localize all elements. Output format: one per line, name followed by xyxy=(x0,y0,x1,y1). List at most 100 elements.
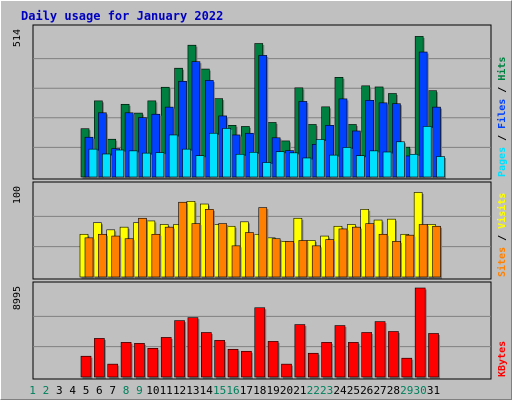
day-label-27: 27 xyxy=(373,384,386,397)
bar-sites-day-17 xyxy=(245,232,254,278)
bar-sites-day-30 xyxy=(418,224,428,278)
bar-sites-day-10 xyxy=(151,233,161,278)
bar-sites-day-20 xyxy=(285,241,294,278)
bar-kbytes-day-13 xyxy=(187,317,199,378)
bar-pages-day-12 xyxy=(182,148,191,178)
bar-sites-day-18 xyxy=(258,207,268,278)
bar-pages-day-31 xyxy=(436,156,445,178)
day-label-21: 21 xyxy=(293,384,306,397)
bar-pages-day-17 xyxy=(249,151,258,178)
bar-kbytes-day-21 xyxy=(294,324,306,378)
day-label-19: 19 xyxy=(267,384,280,397)
bar-sites-day-26 xyxy=(365,223,375,278)
bar-pages-day-24 xyxy=(342,147,352,178)
bar-kbytes-day-29 xyxy=(401,357,413,378)
bar-sites-day-19 xyxy=(271,238,281,278)
bar-kbytes-day-12 xyxy=(174,320,185,378)
day-label-18: 18 xyxy=(253,384,266,397)
bar-sites-day-5 xyxy=(84,237,94,278)
bar-kbytes-day-19 xyxy=(267,341,279,378)
day-label-10: 10 xyxy=(146,384,159,397)
bar-pages-day-27 xyxy=(382,151,392,178)
day-label-1: 1 xyxy=(29,384,36,397)
bar-pages-day-15 xyxy=(222,128,231,178)
bar-sites-day-22 xyxy=(311,245,321,278)
bar-sites-day-15 xyxy=(218,223,227,278)
legend-entry: Visits xyxy=(496,193,508,229)
bar-sites-day-11 xyxy=(164,226,174,278)
bar-sites-day-12 xyxy=(178,201,187,278)
bar-pages-day-13 xyxy=(195,155,205,178)
legend-entry: / xyxy=(497,81,508,99)
bar-kbytes-day-18 xyxy=(254,307,266,378)
bar-pages-day-10 xyxy=(155,152,165,178)
legend-entry: Sites xyxy=(496,247,508,277)
bar-pages-day-20 xyxy=(289,152,298,178)
legend-entry: Files xyxy=(496,99,508,129)
bar-kbytes-day-28 xyxy=(388,331,399,378)
bar-sites-day-13 xyxy=(191,223,201,278)
bar-pages-day-18 xyxy=(262,162,272,178)
day-label-22: 22 xyxy=(307,384,320,397)
bar-pages-day-21 xyxy=(302,157,312,178)
chart-panels: 514 Pages / Files / Hits 100 Sites / Visits… xyxy=(12,24,508,380)
day-label-3: 3 xyxy=(56,384,63,397)
bar-kbytes-day-6 xyxy=(94,338,105,378)
day-labels: 1 2 3 4 5 6 7 8 9 10 11 12 13 14 15 16 17 18 19 20 21 22 23 24 2… xyxy=(29,384,440,397)
bar-pages-day-26 xyxy=(369,150,379,178)
day-label-2: 2 xyxy=(43,384,50,397)
bar-sites-day-9 xyxy=(138,217,147,278)
day-label-14: 14 xyxy=(200,384,214,397)
bar-pages-day-23 xyxy=(329,154,338,178)
bar-kbytes-day-17 xyxy=(241,350,252,378)
bar-pages-day-14 xyxy=(209,132,218,178)
day-label-5: 5 xyxy=(83,384,90,397)
bar-kbytes-day-20 xyxy=(281,363,292,378)
day-label-20: 20 xyxy=(280,384,293,397)
bar-kbytes-day-26 xyxy=(361,332,373,378)
bar-sites-day-29 xyxy=(405,234,415,278)
day-label-28: 28 xyxy=(387,384,400,397)
legend-entry: Hits xyxy=(496,57,508,81)
bar-pages-day-5 xyxy=(88,148,98,178)
y-max-label: 514 xyxy=(12,29,23,47)
day-label-26: 26 xyxy=(360,384,373,397)
bar-sites-day-8 xyxy=(124,238,134,278)
day-label-23: 23 xyxy=(320,384,333,397)
bar-kbytes-day-30 xyxy=(414,287,426,378)
bar-pages-day-30 xyxy=(422,126,432,178)
bar-sites-day-23 xyxy=(325,239,334,278)
y-max-label: 8995 xyxy=(12,286,23,310)
day-label-17: 17 xyxy=(240,384,253,397)
day-label-31: 31 xyxy=(427,384,440,397)
day-label-13: 13 xyxy=(186,384,199,397)
bar-kbytes-day-10 xyxy=(147,348,159,378)
day-label-30: 30 xyxy=(414,384,427,397)
y-max-label: 100 xyxy=(12,186,23,204)
bar-pages-day-7 xyxy=(115,149,125,178)
bar-pages-day-11 xyxy=(168,134,178,178)
bar-sites-day-16 xyxy=(231,245,241,278)
day-label-25: 25 xyxy=(347,384,360,397)
bar-kbytes-day-24 xyxy=(334,325,346,378)
bar-pages-day-8 xyxy=(128,150,138,178)
bar-kbytes-day-16 xyxy=(227,348,239,378)
bar-kbytes-day-27 xyxy=(374,321,386,378)
bar-pages-day-6 xyxy=(102,153,111,178)
legend-entry: / xyxy=(497,129,508,147)
bar-kbytes-day-11 xyxy=(160,337,172,378)
bar-pages-day-28 xyxy=(396,141,405,178)
day-label-16: 16 xyxy=(226,384,239,397)
panel-visits: 100 Sites / Visits xyxy=(12,181,508,280)
bar-sites-day-7 xyxy=(111,235,121,278)
panel-kbytes: 8995 KBytes xyxy=(12,281,508,380)
bar-kbytes-day-14 xyxy=(201,332,212,378)
day-label-15: 15 xyxy=(213,384,226,397)
bar-kbytes-day-5 xyxy=(80,355,92,378)
bar-kbytes-day-31 xyxy=(428,333,439,378)
day-label-29: 29 xyxy=(400,384,413,397)
bar-kbytes-day-22 xyxy=(307,352,319,378)
day-label-4: 4 xyxy=(69,384,76,397)
legend-entry: / xyxy=(497,229,508,247)
